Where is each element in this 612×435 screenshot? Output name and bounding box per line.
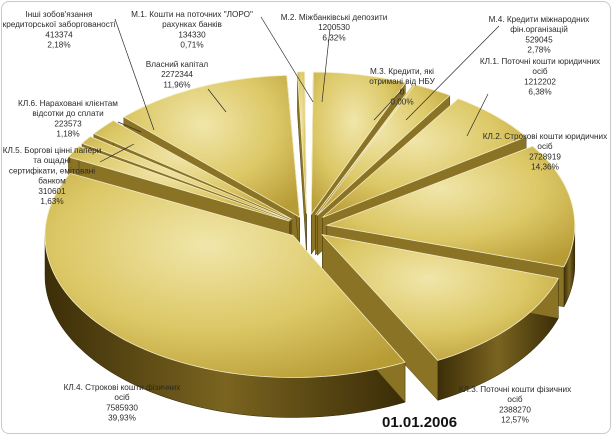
slice-label-line: М.1. Кошти на поточних "ЛОРО" xyxy=(131,10,253,19)
slice-label-line: 2,18% xyxy=(47,41,70,50)
slice-label-line: КЛ.2. Строкові кошти юридичних xyxy=(483,132,607,141)
slice-label-line: 7585930 xyxy=(106,403,138,412)
slice-label-line: 0 xyxy=(400,87,405,96)
slice-label-line: М.2. Міжбанківські депозити xyxy=(281,13,388,22)
slice-label-line: 14,36% xyxy=(531,163,559,172)
slice-label-line: відсотки до сплати xyxy=(32,109,103,118)
slice-label-line: 2388270 xyxy=(499,405,531,414)
slice-label-line: 529045 xyxy=(525,35,553,44)
leader-line-1 xyxy=(321,28,331,103)
slice-label-line: осіб xyxy=(532,67,547,76)
slice-label-line: 2272344 xyxy=(161,70,193,79)
slice-label-line: КЛ.5. Боргові цінні папери xyxy=(3,146,102,155)
slice-label-line: осіб xyxy=(537,142,552,151)
slice-label-7: КЛ.4. Строкові кошти фізичних осіб 7585930… xyxy=(64,383,181,423)
slice-label-line: 134330 xyxy=(178,30,206,39)
slice-label-9: КЛ.6. Нараховані клієнтам відсотки до спл… xyxy=(18,99,118,139)
slice-label-line: сертифікати, емітовані xyxy=(9,166,95,175)
slice-label-line: КЛ.3. Поточні кошти фізичних xyxy=(459,385,571,394)
pie-slice-12 xyxy=(296,71,307,254)
slice-label-line: 413374 xyxy=(45,30,73,39)
slice-label-line: 1,18% xyxy=(56,130,79,139)
slice-label-line: кредиторської заборгованості xyxy=(3,20,116,29)
chart-title: 01.01.2006 xyxy=(382,414,457,431)
slice-label-line: 1212202 xyxy=(524,77,556,86)
slice-label-line: 2,78% xyxy=(527,46,550,55)
slice-label-line: фін.організацій xyxy=(510,25,568,34)
slice-label-line: 6,38% xyxy=(528,88,551,97)
slice-label-line: 1200530 xyxy=(318,23,350,32)
slice-label-line: Власний капітал xyxy=(146,60,209,69)
slice-label-line: КЛ.1. Поточні кошти юридичних xyxy=(480,57,600,66)
leader-line-2 xyxy=(373,89,403,121)
slice-label-line: отримані від НБУ xyxy=(369,77,435,86)
slice-label-line: 6,32% xyxy=(322,33,345,42)
slice-label-line: 12,57% xyxy=(501,416,529,425)
slice-label-line: КЛ.6. Нараховані клієнтам xyxy=(18,99,118,108)
slice-label-8: КЛ.5. Боргові цінні папери та ощадні серти… xyxy=(3,146,102,206)
slice-label-5: КЛ.2. Строкові кошти юридичних осіб 272891… xyxy=(483,132,607,172)
slice-label-line: 0,00% xyxy=(390,98,413,107)
slice-label-line: Інші зобов'язання xyxy=(25,10,92,19)
slice-label-line: КЛ.4. Строкові кошти фізичних xyxy=(64,383,181,392)
slice-label-6: КЛ.3. Поточні кошти фізичних осіб 2388270 1… xyxy=(459,385,571,425)
pie-slice-6 xyxy=(321,234,559,401)
leader-line-8 xyxy=(99,143,135,163)
leader-line-3 xyxy=(405,25,500,121)
slice-label-line: М.4. Кредити міжнародних xyxy=(489,15,590,24)
slice-label-3: М.4. Кредити міжнародних фін.організацій 5… xyxy=(489,15,590,55)
slice-label-line: осіб xyxy=(114,393,129,402)
slice-label-10: Інші зобов'язання кредиторської заборгова… xyxy=(3,10,116,50)
slice-label-12: М.1. Кошти на поточних "ЛОРО" рахунках ба… xyxy=(131,10,253,50)
slice-label-line: 2728919 xyxy=(529,152,561,161)
slice-label-line: осіб xyxy=(507,395,522,404)
leader-line-9 xyxy=(117,121,142,133)
slice-label-1: М.2. Міжбанківські депозити 1200530 6,32% xyxy=(281,13,388,42)
leader-lines xyxy=(99,16,500,163)
slice-label-line: М.3. Кредити, які xyxy=(370,67,434,76)
leader-line-4 xyxy=(466,93,489,137)
slice-label-line: банком xyxy=(38,177,66,186)
slice-label-line: рахунках банків xyxy=(162,20,222,29)
pie-slices xyxy=(44,71,576,418)
leader-line-12 xyxy=(260,16,314,103)
slice-labels: М.2. Міжбанківські депозити 1200530 6,32%М… xyxy=(3,10,608,425)
slice-label-11: Власний капітал 2272344 11,96% xyxy=(146,60,209,89)
pie-slice-7 xyxy=(44,172,406,418)
leader-line-10 xyxy=(114,18,155,131)
slice-label-2: М.3. Кредити, які отримані від НБУ 0 0,00% xyxy=(369,67,435,107)
slice-label-line: 39,93% xyxy=(108,414,136,423)
slice-label-line: 1,63% xyxy=(40,197,63,206)
slice-label-line: 0,71% xyxy=(180,41,203,50)
slice-label-line: та ощадні xyxy=(33,156,71,165)
slice-label-line: 310601 xyxy=(38,187,66,196)
leader-line-11 xyxy=(207,88,227,113)
slice-label-line: 11,96% xyxy=(163,80,190,89)
slice-label-4: КЛ.1. Поточні кошти юридичних осіб 1212202… xyxy=(480,57,600,97)
slice-label-line: 223573 xyxy=(54,119,82,128)
